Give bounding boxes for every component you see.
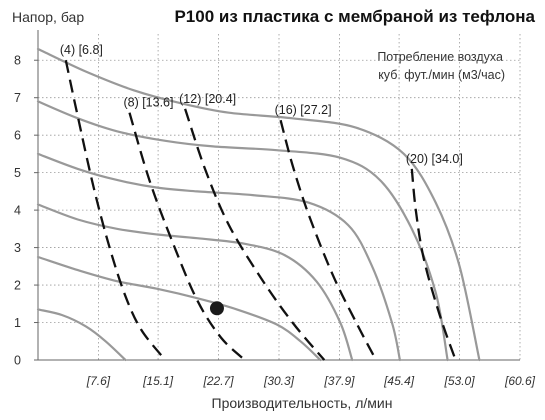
y-tick-label: 1 [14, 316, 21, 330]
operating-point-layer [209, 301, 224, 316]
performance-curve [36, 308, 127, 362]
air-consumption-lines [64, 59, 457, 361]
x-axis-label: Производительность, л/мин [212, 395, 393, 411]
y-axis-label: Напор, бар [12, 9, 84, 25]
y-tick-label: 4 [14, 204, 21, 218]
air-consumption-line [279, 119, 378, 361]
operating-point-marker [209, 301, 224, 316]
x-tick-label: [37.9] [323, 374, 355, 388]
x-tick-label: [7.6] [86, 374, 111, 388]
legend-title-line2: куб. фут./мин (м3/час) [378, 68, 505, 82]
y-tick-label: 6 [14, 129, 21, 143]
y-tick-label: 2 [14, 279, 21, 293]
x-tick-label: [15.1] [142, 374, 174, 388]
x-tick-label: [30.3] [263, 374, 295, 388]
performance-curve [36, 47, 481, 362]
legend-title-line1: Потребление воздуха [377, 50, 503, 64]
y-tick-label: 5 [14, 166, 21, 180]
air-line-label: (4) [6.8] [60, 43, 103, 57]
air-consumption-line [410, 168, 457, 361]
air-line-label: (8) [13.6] [123, 96, 173, 110]
air-line-label: (12) [20.4] [179, 92, 236, 106]
y-tick-label: 0 [14, 354, 21, 368]
performance-curve [36, 152, 401, 362]
x-tick-label: [60.6] [504, 374, 536, 388]
air-consumption-line [64, 59, 167, 361]
axes: 0 1 2 3 4 5 6 7 8 [7.6] [15.1] [22.7] [30.3] [37.9] [4… [14, 30, 536, 388]
performance-curve [36, 255, 322, 362]
x-tick-label: [53.0] [444, 374, 476, 388]
y-tick-label: 7 [14, 91, 21, 105]
chart-title: P100 из пластика с мембраной из тефлона [174, 7, 535, 26]
performance-curves [36, 47, 481, 362]
x-tick-label: [22.7] [203, 374, 235, 388]
air-consumption-line [184, 108, 326, 361]
air-line-label: (16) [27.2] [275, 103, 332, 117]
air-consumption-line [128, 112, 246, 361]
y-tick-label: 8 [14, 54, 21, 68]
y-tick-label: 3 [14, 241, 21, 255]
grid [38, 34, 521, 361]
air-line-labels: (4) [6.8] (8) [13.6] (12) [20.4] (16) [27.2… [60, 43, 463, 166]
performance-curve [36, 203, 354, 362]
air-line-label: (20) [34.0] [406, 152, 463, 166]
x-tick-label: [45.4] [383, 374, 415, 388]
